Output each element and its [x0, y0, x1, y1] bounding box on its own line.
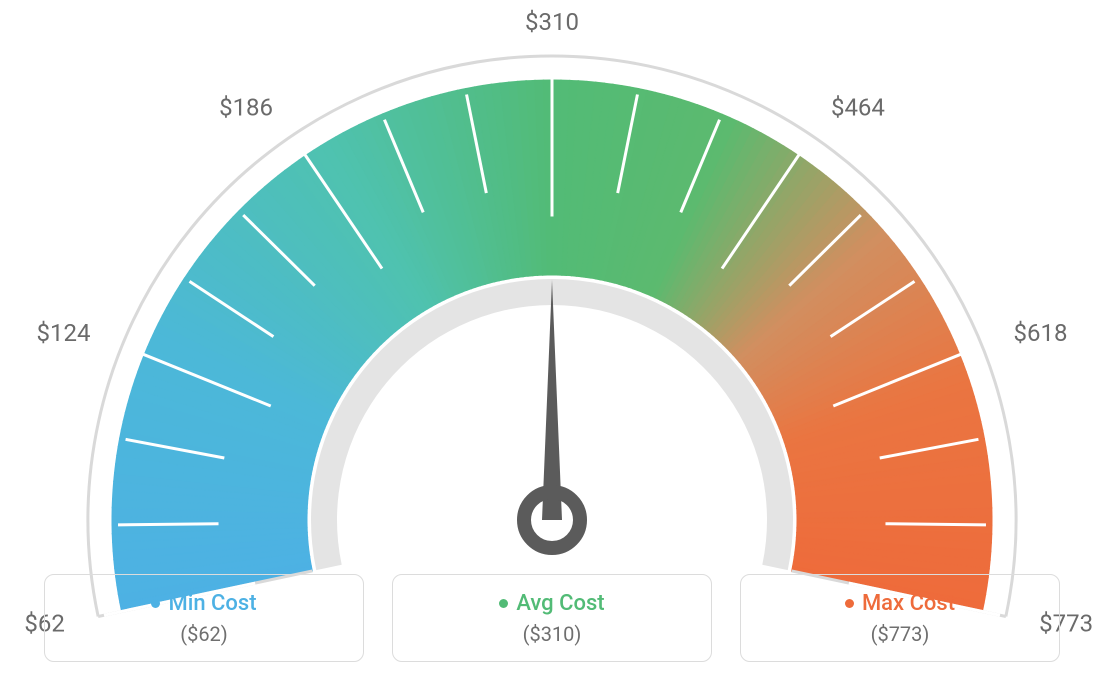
gauge-tick-label: $464 — [831, 93, 885, 121]
gauge-needle — [542, 280, 562, 520]
cost-gauge: $62$124$186$310$464$618$773 — [52, 20, 1052, 560]
legend-min-value: ($62) — [180, 622, 228, 646]
gauge-tick-label: $124 — [37, 319, 91, 347]
legend-max-title: Max Cost — [862, 591, 955, 616]
legend-avg: Avg Cost ($310) — [392, 574, 712, 662]
gauge-tick-label: $310 — [525, 8, 579, 36]
legend-max: Max Cost ($773) — [740, 574, 1060, 662]
legend-min-title: Min Cost — [168, 591, 256, 616]
legend-avg-value: ($310) — [523, 622, 582, 646]
legend-row: Min Cost ($62) Avg Cost ($310) Max Cost … — [44, 574, 1060, 662]
legend-min-dot — [151, 599, 160, 608]
legend-avg-title: Avg Cost — [516, 591, 604, 616]
legend-max-dot — [845, 599, 854, 608]
legend-min: Min Cost ($62) — [44, 574, 364, 662]
legend-avg-dot — [499, 599, 508, 608]
gauge-tick-label: $186 — [219, 93, 273, 121]
gauge-tick-label: $618 — [1014, 319, 1068, 347]
legend-max-value: ($773) — [871, 622, 930, 646]
